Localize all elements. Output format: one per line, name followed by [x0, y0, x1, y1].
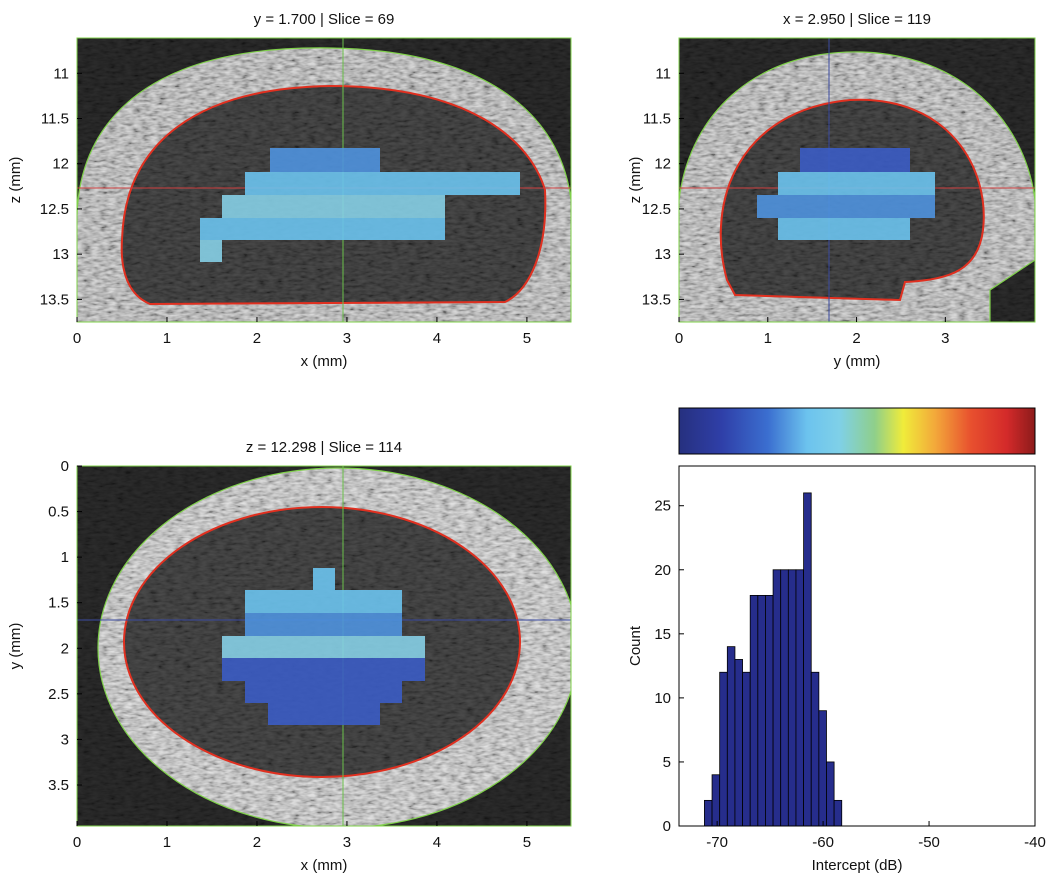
y-axis-label: z (mm) [7, 157, 24, 204]
overlay-block [245, 613, 402, 636]
x-tick-label: 3 [343, 834, 351, 851]
bar [765, 594, 774, 827]
bar [749, 594, 759, 827]
bar [833, 799, 843, 827]
overlay-block [245, 681, 402, 703]
y-tick-label: 1.5 [48, 595, 69, 612]
x-axis-label: Intercept (dB) [812, 857, 903, 874]
overlay-block [313, 568, 335, 590]
bar [704, 799, 713, 827]
panel-title: z = 12.298 | Slice = 114 [246, 439, 402, 456]
x-tick-label: 4 [433, 330, 441, 347]
y-tick-label: 12 [52, 156, 69, 173]
bar [772, 569, 782, 827]
y-tick-label: 15 [654, 626, 671, 643]
x-axis-label: y (mm) [834, 353, 881, 370]
y-axis-label: y (mm) [7, 623, 24, 670]
bar [742, 671, 751, 827]
y-axis-label: z (mm) [627, 157, 644, 204]
y-tick-label: 10 [654, 690, 671, 707]
y-tick-label: 12 [654, 156, 671, 173]
bar [734, 659, 743, 827]
y-tick-label: 11.5 [41, 110, 69, 127]
x-tick-label: 5 [523, 330, 531, 347]
bar [711, 774, 721, 827]
y-tick-label: 11 [53, 65, 69, 82]
overlay-block [778, 172, 935, 195]
axes-box [76, 37, 572, 323]
ultrasound-image [77, 466, 571, 826]
x-tick-label: 1 [163, 330, 171, 347]
colorbar [678, 407, 1036, 455]
bar [826, 761, 835, 827]
y-tick-label: 12.5 [40, 201, 69, 218]
x-tick-label: -70 [706, 834, 728, 851]
bar [810, 671, 820, 827]
y-tick-label: 0 [663, 818, 671, 835]
bar [780, 569, 789, 827]
bar [795, 569, 805, 827]
x-tick-label: 4 [433, 834, 441, 851]
overlay-block [222, 195, 445, 218]
x-tick-label: -40 [1024, 834, 1046, 851]
axes-box [76, 465, 572, 827]
x-tick-label: 2 [852, 330, 860, 347]
overlay-block [245, 172, 520, 195]
overlay-block [200, 240, 222, 262]
y-tick-label: 25 [654, 498, 671, 515]
overlay-block [800, 148, 910, 172]
y-tick-label: 0 [61, 458, 69, 475]
x-tick-label: 3 [343, 330, 351, 347]
overlay-block [222, 658, 425, 681]
y-axis-label: Count [627, 625, 644, 666]
x-tick-label: 1 [764, 330, 772, 347]
x-tick-label: 3 [941, 330, 949, 347]
y-tick-label: 2.5 [48, 686, 69, 703]
x-tick-label: 0 [73, 834, 81, 851]
y-tick-label: 13.5 [642, 291, 671, 308]
panel-title: y = 1.700 | Slice = 69 [254, 11, 395, 28]
x-tick-label: 0 [73, 330, 81, 347]
x-tick-label: 0 [675, 330, 683, 347]
y-tick-label: 13 [654, 246, 671, 263]
overlay-block [270, 148, 380, 172]
y-tick-label: 2 [61, 640, 69, 657]
y-tick-label: 11.5 [643, 110, 671, 127]
bar [818, 710, 827, 827]
x-tick-label: -50 [918, 834, 940, 851]
x-tick-label: 5 [523, 834, 531, 851]
y-tick-label: 12.5 [642, 201, 671, 218]
y-tick-label: 0.5 [48, 504, 69, 521]
overlay-block [268, 703, 380, 725]
y-tick-label: 1 [61, 549, 69, 566]
overlay-block [245, 590, 402, 613]
y-tick-label: 13 [52, 246, 69, 263]
bar [803, 492, 812, 827]
overlay-block [778, 218, 910, 240]
y-tick-label: 3 [61, 731, 69, 748]
panel-title: x = 2.950 | Slice = 119 [783, 11, 931, 28]
parameter-overlay [200, 148, 935, 725]
x-tick-label: 2 [253, 834, 261, 851]
x-axis-label: x (mm) [301, 857, 348, 874]
y-tick-label: 5 [663, 754, 671, 771]
axes-box [678, 465, 1036, 827]
y-tick-label: 11 [655, 65, 671, 82]
x-tick-label: 2 [253, 330, 261, 347]
y-tick-label: 20 [654, 562, 671, 579]
x-tick-label: -60 [812, 834, 834, 851]
overlay-block [757, 195, 935, 218]
bar [726, 646, 736, 827]
bar [787, 569, 797, 827]
overlay-block [200, 218, 445, 240]
x-axis-label: x (mm) [301, 353, 348, 370]
bar [719, 671, 728, 827]
x-tick-label: 1 [163, 834, 171, 851]
bar [757, 594, 766, 827]
y-tick-label: 13.5 [40, 291, 69, 308]
overlay-block [222, 636, 425, 658]
y-tick-label: 3.5 [48, 777, 69, 794]
